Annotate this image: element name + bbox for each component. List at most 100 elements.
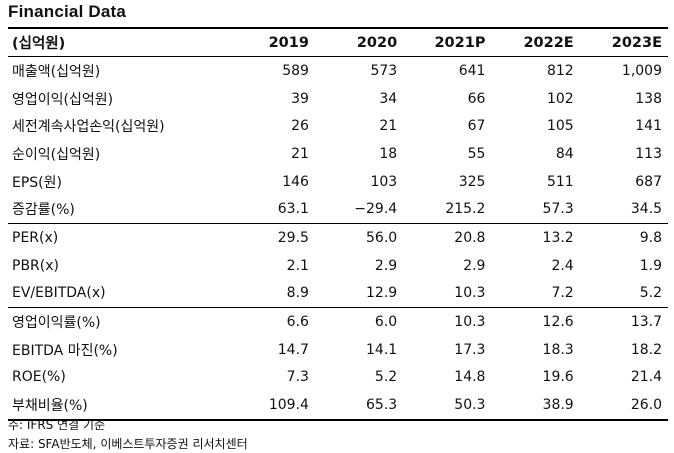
row-label: PBR(x) [12, 257, 59, 274]
table-cell: 19.6 [542, 369, 574, 386]
table-cell: 13.7 [579, 307, 668, 336]
table-cell: 18 [379, 145, 398, 162]
table-cell: 687 [635, 173, 662, 190]
financial-data-table: (십억원) 2019 2020 2021P 2022E 2023E 매출액(십억… [8, 27, 668, 421]
table-cell: 56.0 [314, 223, 404, 252]
table-cell: 141 [635, 118, 662, 135]
source-note: 자료: SFA반도체, 이베스트투자증권 리서치센터 [8, 437, 248, 451]
table-cell: 34 [379, 90, 398, 107]
table-row: 매출액(십억원) 589 573 641 812 1,009 [8, 57, 668, 85]
table-cell: 105 [546, 118, 574, 135]
row-label: 증감률(%) [12, 202, 75, 219]
table-row: 증감률(%) 63.1 −29.4 215.2 57.3 34.5 [8, 195, 668, 223]
table-cell: 34.5 [630, 201, 662, 218]
row-label: 순이익(십억원) [12, 146, 101, 163]
table-cell: 65.3 [314, 391, 404, 421]
table-cell: 589 [282, 62, 309, 79]
basis-note: 주: IFRS 연결 기준 [8, 418, 106, 432]
table-header-row: (십억원) 2019 2020 2021P 2022E 2023E [8, 27, 668, 57]
header-year: 2020 [314, 27, 404, 57]
table-cell: 13.2 [491, 223, 580, 252]
row-label: ROE(%) [12, 369, 66, 386]
table-cell: 84 [555, 145, 574, 162]
table-cell: 14.8 [454, 369, 486, 386]
table-cell: 63.1 [277, 201, 309, 218]
header-unit: (십억원) [8, 27, 227, 57]
table-cell: 102 [546, 90, 574, 107]
header-year: 2019 [226, 27, 315, 57]
table-row: 영업이익률(%) 6.6 6.0 10.3 12.6 13.7 [8, 307, 668, 336]
table-cell: 7.2 [551, 285, 574, 302]
table-cell: 17.3 [454, 341, 486, 358]
table-row: PBR(x) 2.1 2.9 2.9 2.4 1.9 [8, 252, 668, 280]
table-row: 부채비율(%) 109.4 65.3 50.3 38.9 26.0 [8, 391, 668, 421]
table-cell: 66 [467, 90, 486, 107]
table-cell: 21 [291, 145, 309, 162]
table-cell: 8.9 [286, 285, 309, 302]
table-cell: 1.9 [639, 257, 662, 274]
table-cell: 38.9 [491, 391, 580, 421]
table-cell: 511 [546, 173, 574, 190]
row-label: 영업이익(십억원) [12, 91, 114, 108]
table-cell: 21.4 [630, 369, 662, 386]
table-row: EBITDA 마진(%) 14.7 14.1 17.3 18.3 18.2 [8, 336, 668, 364]
table-row: EPS(원) 146 103 325 511 687 [8, 168, 668, 196]
table-cell: 55 [467, 145, 486, 162]
table-cell: 2.9 [463, 257, 486, 274]
table-cell: 1,009 [621, 62, 662, 79]
row-label: 매출액(십억원) [12, 63, 101, 80]
row-label: EPS(원) [12, 174, 62, 191]
table-cell: 2.1 [286, 257, 309, 274]
table-cell: 10.3 [454, 285, 486, 302]
table-cell: 21 [379, 118, 398, 135]
table-cell: 18.3 [542, 341, 574, 358]
table-cell: 113 [635, 145, 662, 162]
table-cell: 103 [370, 173, 398, 190]
table-cell: 39 [291, 90, 309, 107]
table-cell: 138 [635, 90, 662, 107]
table-row: ROE(%) 7.3 5.2 14.8 19.6 21.4 [8, 364, 668, 392]
table-cell: 9.8 [579, 223, 668, 252]
table-cell: 20.8 [403, 223, 492, 252]
table-cell: 18.2 [630, 341, 662, 358]
table-cell: 325 [458, 173, 486, 190]
table-row: EV/EBITDA(x) 8.9 12.9 10.3 7.2 5.2 [8, 280, 668, 308]
table-cell: 2.4 [551, 257, 574, 274]
page-title: Financial Data [8, 2, 127, 21]
table-cell: 573 [370, 62, 398, 79]
table-cell: 2.9 [374, 257, 398, 274]
table-cell: 12.6 [491, 307, 580, 336]
table-cell: 6.6 [226, 307, 315, 336]
table-row: PER(x) 29.5 56.0 20.8 13.2 9.8 [8, 223, 668, 252]
header-year: 2023E [579, 27, 668, 57]
table-cell: 67 [467, 118, 486, 135]
table-cell: 14.1 [366, 341, 398, 358]
table-cell: 50.3 [403, 391, 492, 421]
table-cell: 5.2 [639, 285, 662, 302]
table-row: 순이익(십억원) 21 18 55 84 113 [8, 140, 668, 168]
table-cell: 641 [458, 62, 486, 79]
row-label: 영업이익률(%) [8, 307, 227, 336]
table-row: 영업이익(십억원) 39 34 66 102 138 [8, 85, 668, 113]
row-label: 세전계속사업손익(십억원) [12, 119, 165, 136]
header-year: 2022E [491, 27, 580, 57]
table-cell: 26 [291, 118, 309, 135]
row-label: EBITDA 마진(%) [12, 342, 118, 359]
table-cell: 10.3 [403, 307, 492, 336]
table-cell: 12.9 [366, 285, 398, 302]
table-cell: 57.3 [542, 201, 574, 218]
table-row: 세전계속사업손익(십억원) 26 21 67 105 141 [8, 112, 668, 140]
table-cell: 812 [546, 62, 574, 79]
table-cell: 29.5 [226, 223, 315, 252]
table-cell: 5.2 [374, 369, 398, 386]
table-cell: 6.0 [314, 307, 404, 336]
table-cell: −29.4 [354, 201, 398, 218]
table-cell: 14.7 [277, 341, 309, 358]
header-year: 2021P [403, 27, 492, 57]
table-cell: 215.2 [445, 201, 486, 218]
row-label: PER(x) [8, 223, 227, 252]
row-label: EV/EBITDA(x) [12, 285, 106, 302]
table-cell: 26.0 [579, 391, 668, 421]
row-label: 부채비율(%) [8, 391, 227, 421]
table-cell: 7.3 [286, 369, 309, 386]
